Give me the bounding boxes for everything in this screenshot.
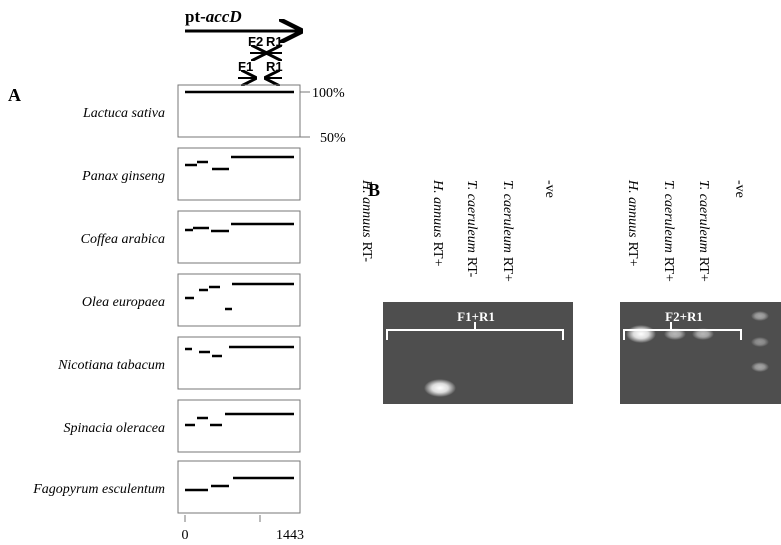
species-label: Nicotiana tabacum bbox=[57, 358, 165, 373]
gel-title: F2+R1 bbox=[665, 309, 703, 324]
primer: R1 bbox=[266, 59, 283, 74]
identity-plot bbox=[177, 210, 301, 264]
species-label: Lactuca sativa bbox=[82, 106, 165, 121]
gel-title: F1+R1 bbox=[457, 309, 495, 324]
bracket bbox=[623, 322, 742, 340]
identity-plot bbox=[177, 336, 301, 390]
lane-species: T. caeruleum bbox=[500, 180, 515, 253]
lane-suffix: RT+ bbox=[625, 242, 640, 267]
species-label: Coffea arabica bbox=[81, 232, 165, 247]
y-label: 50% bbox=[320, 131, 346, 146]
lane-label: H. annuus RT- bbox=[359, 179, 374, 262]
lane-label: T. caeruleum RT+ bbox=[696, 180, 711, 282]
gene-name: accD bbox=[206, 7, 242, 26]
primer: F2 bbox=[248, 34, 263, 49]
species-label: Panax ginseng bbox=[81, 169, 165, 184]
bracket bbox=[386, 322, 564, 340]
lane-suffix: -ve bbox=[732, 180, 747, 198]
identity-plot bbox=[177, 460, 301, 514]
lane-label: T. caeruleum RT- bbox=[464, 180, 479, 278]
lane-label: T. caeruleum RT+ bbox=[661, 180, 676, 282]
band bbox=[626, 325, 656, 343]
lane-suffix: -ve bbox=[542, 180, 557, 198]
species-label: Olea europaea bbox=[82, 295, 165, 310]
lane-suffix: RT+ bbox=[661, 257, 676, 282]
lane-species: H. annuus bbox=[430, 179, 445, 238]
lane-species: H. annuus bbox=[359, 179, 374, 238]
identity-plot bbox=[177, 84, 301, 138]
gene-label: pt-accD bbox=[185, 7, 242, 26]
lane-species: T. caeruleum bbox=[696, 180, 711, 253]
species-label: Spinacia oleracea bbox=[64, 421, 165, 436]
lane-label: -ve bbox=[542, 180, 557, 198]
band bbox=[751, 311, 769, 321]
band bbox=[751, 362, 769, 372]
lane-suffix: RT- bbox=[359, 242, 374, 263]
lane-species: H. annuus bbox=[625, 179, 640, 238]
primer: F1 bbox=[238, 59, 253, 74]
identity-plot bbox=[177, 273, 301, 327]
panel-a: A pt-accD F2 R1 F1 R1 100% 50% 0 1443 La… bbox=[8, 7, 346, 543]
panel-label: B bbox=[368, 180, 380, 200]
panel-b: B F1+R1 F2+R1 H. annuusRT-H. annuusRT+T.… bbox=[359, 179, 781, 404]
panel-label: A bbox=[8, 85, 21, 105]
y-label: 100% bbox=[312, 86, 345, 101]
gene-prefix: pt- bbox=[185, 7, 206, 26]
x-label: 1443 bbox=[276, 528, 304, 543]
band bbox=[424, 379, 456, 397]
lane-suffix: RT+ bbox=[430, 242, 445, 267]
gel bbox=[383, 302, 573, 404]
primer: R1 bbox=[266, 34, 283, 49]
lane-species: T. caeruleum bbox=[464, 180, 479, 253]
identity-plot bbox=[177, 147, 301, 201]
band bbox=[751, 337, 769, 347]
lane-species: T. caeruleum bbox=[661, 180, 676, 253]
lane-suffix: RT- bbox=[464, 257, 479, 278]
lane-suffix: RT+ bbox=[696, 257, 711, 282]
species-label: Fagopyrum esculentum bbox=[32, 482, 165, 497]
lane-label: -ve bbox=[732, 180, 747, 198]
lane-label: H. annuus RT+ bbox=[625, 179, 640, 267]
lane-label: T. caeruleum RT+ bbox=[500, 180, 515, 282]
x-label: 0 bbox=[182, 528, 189, 543]
lane-suffix: RT+ bbox=[500, 257, 515, 282]
lane-label: H. annuus RT+ bbox=[430, 179, 445, 267]
identity-plot bbox=[177, 399, 301, 453]
